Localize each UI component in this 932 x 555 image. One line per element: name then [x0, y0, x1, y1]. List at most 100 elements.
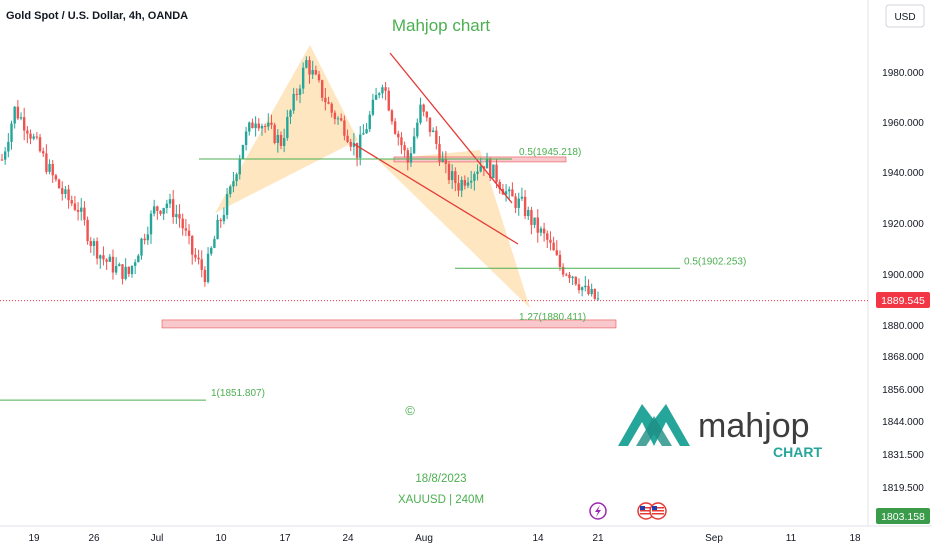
channel-upper — [389, 52, 513, 204]
candle-body — [213, 239, 216, 248]
candle-body — [210, 247, 213, 254]
candle-body — [162, 208, 165, 214]
candle-body — [171, 199, 175, 218]
candle-body — [67, 189, 70, 201]
candle-body — [374, 95, 378, 100]
candle-body — [371, 99, 375, 115]
fib-level-label: 0.5(1945.218) — [519, 147, 581, 158]
candle-body — [222, 215, 226, 222]
candle-body — [194, 254, 197, 258]
time-tick-label: 21 — [592, 533, 604, 544]
price-tick-label: 1900.000 — [882, 270, 924, 281]
candle-body — [86, 219, 89, 242]
candle-body — [438, 143, 441, 162]
candle-body — [64, 189, 67, 194]
currency-button[interactable]: USD — [885, 4, 925, 28]
candle-body — [301, 67, 305, 89]
candle-body — [577, 284, 581, 291]
fib-level-label: 1(1851.807) — [211, 388, 265, 399]
candle-body — [235, 174, 238, 182]
candle-body — [454, 171, 457, 184]
time-tick-label: 11 — [786, 533, 797, 544]
candle-body — [54, 175, 58, 180]
candle-body — [216, 219, 219, 240]
candle-body — [48, 164, 51, 172]
candle-body — [111, 256, 115, 273]
candle-body — [393, 121, 397, 134]
candle-body — [508, 189, 511, 192]
candle-body — [184, 228, 188, 231]
candle-body — [492, 164, 495, 179]
us-flag-icon[interactable] — [649, 502, 667, 520]
current-price-tag: 1889.545 — [876, 292, 930, 308]
fib-level-label: 0.5(1902.253) — [684, 256, 746, 267]
candle-body — [587, 285, 590, 295]
candle-body — [76, 209, 80, 212]
candle-body — [38, 137, 42, 152]
candle-body — [305, 60, 308, 68]
candle-body — [381, 87, 384, 94]
candle-body — [580, 287, 584, 291]
time-tick-label: 24 — [342, 533, 354, 544]
candle-body — [51, 164, 54, 176]
candle-body — [229, 186, 232, 195]
candle-body — [282, 137, 286, 146]
candle-body — [431, 130, 435, 133]
candle-body — [254, 123, 257, 129]
candle-body — [311, 70, 314, 75]
candle-body — [317, 74, 321, 81]
candle-body — [340, 118, 343, 121]
candle-body — [13, 106, 16, 124]
candle-body — [489, 159, 492, 179]
candle-body — [523, 196, 527, 217]
candle-body — [450, 171, 454, 181]
candle-body — [387, 90, 390, 111]
candle-body — [203, 269, 207, 283]
candle-body — [355, 142, 359, 158]
candle-body — [3, 151, 7, 160]
candle-body — [359, 134, 362, 158]
candle-body — [435, 130, 438, 144]
candle-body — [248, 122, 251, 132]
candle-body — [416, 122, 419, 137]
secondary-price-tag: 1803.158 — [876, 508, 930, 524]
candle-body — [133, 262, 137, 266]
candle-body — [137, 255, 140, 263]
candle-body — [444, 159, 448, 164]
candle-body — [99, 255, 102, 259]
candle-body — [19, 117, 23, 119]
candle-body — [593, 288, 597, 299]
candle-body — [479, 166, 482, 172]
candle-body — [333, 112, 337, 120]
fib-levels: 0.5(1945.218) 0.5(1902.253) 1.27(1880.411)… — [0, 147, 746, 401]
candle-body — [473, 173, 476, 181]
logo-sub: CHART — [773, 444, 822, 460]
candle-body — [35, 136, 39, 138]
candle-body — [549, 239, 552, 243]
lightning-icon[interactable] — [589, 502, 607, 520]
price-tick-label: 1844.000 — [882, 417, 924, 428]
candle-body — [412, 136, 416, 154]
candle-body — [590, 288, 593, 295]
candle-body — [232, 181, 235, 187]
candle-body — [168, 199, 172, 204]
mahjop-logo: mahjop CHART — [618, 404, 822, 460]
price-tick-label: 1920.000 — [882, 219, 924, 230]
candle-body — [441, 159, 444, 162]
falling-channel — [353, 52, 519, 245]
candle-body — [159, 210, 162, 214]
candle-body — [260, 125, 264, 129]
candle-body — [495, 164, 498, 182]
time-tick-label: 26 — [88, 533, 100, 544]
candle-body — [485, 159, 489, 169]
candle-body — [286, 116, 289, 138]
candle-body — [83, 207, 86, 220]
candle-body — [542, 228, 546, 234]
candle-body — [425, 111, 429, 118]
candle-body — [70, 200, 73, 204]
candle-body — [251, 122, 254, 129]
candle-body — [530, 210, 533, 225]
candle-body — [536, 217, 539, 233]
